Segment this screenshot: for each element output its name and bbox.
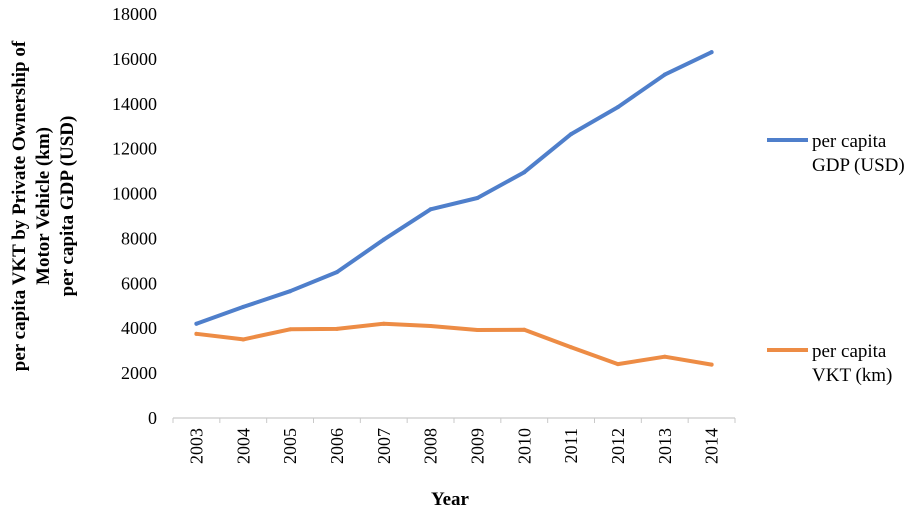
x-tick-label: 2006 <box>327 428 347 464</box>
data-point <box>334 326 339 331</box>
x-tick-label: 2012 <box>608 428 628 464</box>
legend-label: VKT (km) <box>812 365 892 386</box>
x-tick-label: 2007 <box>374 428 394 464</box>
y-tick-label: 12000 <box>112 139 157 159</box>
data-point <box>522 170 527 175</box>
x-tick-label: 2010 <box>514 428 534 464</box>
x-tick-label: 2004 <box>233 428 253 464</box>
data-point <box>334 270 339 275</box>
data-point <box>569 132 574 137</box>
data-point <box>475 328 480 333</box>
x-tick-label: 2008 <box>421 428 441 464</box>
x-tick-label: 2013 <box>655 428 675 464</box>
data-point <box>428 323 433 328</box>
series-line-0 <box>194 50 714 326</box>
y-axis-title-line: per capita GDP (USD) <box>57 116 78 297</box>
data-point <box>241 337 246 342</box>
y-axis-title: per capita VKT by Private Ownership of Mo… <box>9 40 78 371</box>
y-axis-title-line: Motor Vehicle (km) <box>33 127 54 285</box>
y-tick-label: 8000 <box>121 228 157 248</box>
data-point <box>381 321 386 326</box>
y-tick-label: 16000 <box>112 49 157 69</box>
y-axis-ticks: 0 2000 4000 6000 8000 10000 12000 14000 16000 180… <box>112 4 157 428</box>
y-axis-title-line: per capita VKT by Private Ownership of <box>9 40 30 371</box>
legend-label: GDP (USD) <box>812 155 905 176</box>
data-point <box>615 362 620 367</box>
y-tick-label: 18000 <box>112 4 157 24</box>
y-tick-label: 2000 <box>121 363 157 383</box>
y-tick-label: 10000 <box>112 184 157 204</box>
x-tick-label: 2011 <box>561 428 581 463</box>
data-point <box>288 327 293 332</box>
data-point <box>662 354 667 359</box>
data-point <box>709 362 714 367</box>
legend: per capita GDP (USD) per capita VKT (km) <box>767 131 905 386</box>
data-point <box>194 331 199 336</box>
y-tick-label: 0 <box>148 408 157 428</box>
series-line-1 <box>194 321 714 367</box>
x-axis-ticks: 2003 2004 2005 2006 2007 2008 2009 2010 2011 2012… <box>172 418 736 464</box>
data-point <box>241 304 246 309</box>
x-tick-label: 2014 <box>702 428 722 464</box>
data-point <box>288 289 293 294</box>
data-point <box>615 105 620 110</box>
data-point <box>428 207 433 212</box>
y-tick-label: 6000 <box>121 273 157 293</box>
data-point <box>522 327 527 332</box>
legend-label: per capita <box>812 131 887 152</box>
data-point <box>194 321 199 326</box>
data-point <box>709 50 714 55</box>
series-lines <box>194 50 714 367</box>
y-tick-label: 14000 <box>112 94 157 114</box>
data-point <box>662 72 667 77</box>
legend-label: per capita <box>812 341 887 362</box>
data-point <box>569 345 574 350</box>
x-tick-label: 2009 <box>467 428 487 464</box>
data-point <box>475 196 480 201</box>
x-tick-label: 2005 <box>280 428 300 464</box>
x-axis-title: Year <box>431 489 470 510</box>
y-tick-label: 4000 <box>121 318 157 338</box>
x-tick-label: 2003 <box>186 428 206 464</box>
data-point <box>381 237 386 242</box>
